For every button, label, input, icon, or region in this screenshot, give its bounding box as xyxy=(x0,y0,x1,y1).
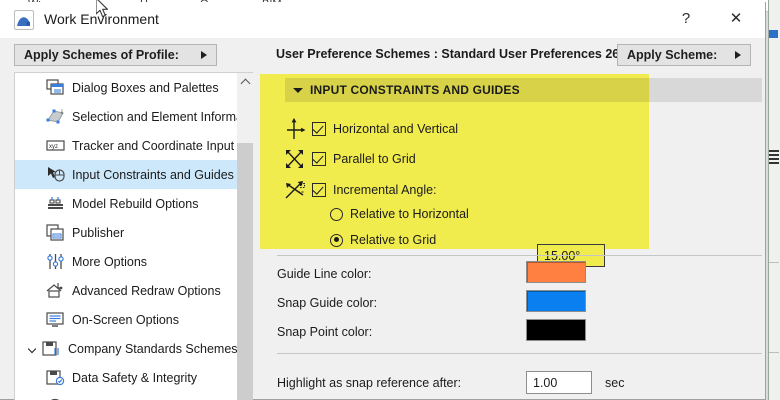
radio-label: Relative to Horizontal xyxy=(350,207,469,221)
user-preference-schemes-label: User Preference Schemes : Standard User … xyxy=(276,47,620,61)
sidebar-item-advanced-redraw-options[interactable]: Advanced Redraw Options xyxy=(15,276,238,305)
help-button[interactable]: ? xyxy=(681,9,691,27)
radio-relative-to-horizontal[interactable]: Relative to Horizontal xyxy=(330,207,469,221)
chevron-down-icon xyxy=(27,344,37,353)
swatch-snap-guide-color[interactable] xyxy=(526,290,586,312)
highlight-unit-label: sec xyxy=(605,376,625,390)
on-screen-options-icon xyxy=(45,311,65,329)
radio-label: Relative to Grid xyxy=(350,233,437,247)
label-highlight-snap-reference: Highlight as snap reference after: xyxy=(277,376,462,390)
sidebar-item-label: Advanced Redraw Options xyxy=(72,283,221,298)
divider-bottom xyxy=(277,353,762,354)
dialog-toolbar: Apply Schemes of Profile: User Preferenc… xyxy=(0,38,765,72)
axis-crosshair-icon xyxy=(282,116,308,142)
divider-top xyxy=(277,255,762,256)
option-horizontal-and-vertical[interactable]: Horizontal and Vertical xyxy=(282,116,458,142)
sidebar-item-label: Selection and Element Informatic xyxy=(72,109,238,124)
input-constraints-highlight-panel: INPUT CONSTRAINTS AND GUIDES xyxy=(260,74,649,267)
section-title: INPUT CONSTRAINTS AND GUIDES xyxy=(310,83,520,97)
background-blue-marker xyxy=(769,30,778,38)
scroll-up-arrow-icon[interactable] xyxy=(237,73,253,90)
label-snap-point-color: Snap Point color: xyxy=(277,325,373,339)
dialog-boxes-icon xyxy=(45,79,65,97)
publisher-icon xyxy=(45,224,65,242)
radio-relative-to-grid[interactable]: Relative to Grid xyxy=(330,233,436,247)
sidebar-item-label: Model Rebuild Options xyxy=(72,196,199,211)
sidebar-item-network-and-update[interactable]: Network and Update xyxy=(15,392,238,400)
background-tick-1 xyxy=(769,262,779,263)
background-tick-2 xyxy=(769,352,779,353)
apply-scheme-dropdown[interactable]: Apply Scheme: xyxy=(617,44,751,66)
checkbox-parallel-to-grid[interactable] xyxy=(312,152,326,166)
data-safety-icon xyxy=(45,369,65,387)
background-right-panel xyxy=(768,0,780,400)
chevron-right-icon xyxy=(735,51,741,59)
model-rebuild-icon xyxy=(45,195,65,213)
option-label: Incremental Angle: xyxy=(333,183,437,197)
apply-scheme-label: Apply Scheme: xyxy=(627,48,718,62)
dialog-titlebar: Work Environment ? ✕ xyxy=(0,2,765,38)
background-line-marks xyxy=(769,150,779,172)
dialog-title: Work Environment xyxy=(44,11,159,27)
sidebar-scrollbar[interactable] xyxy=(237,72,253,400)
settings-sidebar[interactable]: Dialog Boxes and Palettes i Selection an… xyxy=(14,72,238,400)
sidebar-item-label: Tracker and Coordinate Input xyxy=(72,138,235,153)
archicad-app-icon xyxy=(14,10,34,30)
radio-button[interactable] xyxy=(330,207,343,221)
more-options-icon xyxy=(45,253,65,271)
sidebar-group-company-standards-schemes[interactable]: Company Standards Schemes xyxy=(15,334,238,363)
incremental-angle-icon xyxy=(282,177,308,203)
settings-content-pane: INPUT CONSTRAINTS AND GUIDES xyxy=(255,72,762,400)
scrollbar-thumb[interactable] xyxy=(237,143,253,400)
svg-text:i: i xyxy=(61,108,63,116)
mouse-cursor xyxy=(95,0,112,27)
checkbox-incremental-angle[interactable] xyxy=(312,183,326,197)
swatch-snap-point-color[interactable] xyxy=(526,319,586,341)
option-label: Horizontal and Vertical xyxy=(333,122,459,136)
apply-schemes-of-profile-dropdown[interactable]: Apply Schemes of Profile: xyxy=(14,44,217,66)
chevron-right-icon xyxy=(201,51,207,59)
close-button[interactable]: ✕ xyxy=(729,10,743,27)
parallel-grid-icon xyxy=(282,146,308,172)
sidebar-group-label: Company Standards Schemes xyxy=(68,341,238,356)
sidebar-item-label: Input Constraints and Guides xyxy=(72,167,234,182)
sidebar-item-label: Data Safety & Integrity xyxy=(72,370,198,385)
option-parallel-to-grid[interactable]: Parallel to Grid xyxy=(282,146,416,172)
sidebar-item-label: More Options xyxy=(72,254,148,269)
label-snap-guide-color: Snap Guide color: xyxy=(277,296,378,310)
sidebar-item-input-constraints-and-guides[interactable]: Input Constraints and Guides xyxy=(15,160,238,189)
sidebar-item-more-options[interactable]: More Options xyxy=(15,247,238,276)
option-label: Parallel to Grid xyxy=(333,152,416,166)
sidebar-item-model-rebuild-options[interactable]: Model Rebuild Options xyxy=(15,189,238,218)
company-standards-icon xyxy=(41,340,61,358)
sidebar-item-tracker-and-coordinate-input[interactable]: xyz Tracker and Coordinate Input xyxy=(15,131,238,160)
work-environment-dialog: Work Environment ? ✕ Apply Schemes of Pr… xyxy=(0,2,766,400)
sidebar-item-data-safety-and-integrity[interactable]: Data Safety & Integrity xyxy=(15,363,238,392)
sidebar-item-label: Dialog Boxes and Palettes xyxy=(72,80,219,95)
sidebar-item-selection-and-element-information[interactable]: i Selection and Element Informatic xyxy=(15,102,238,131)
section-header-highlight xyxy=(285,78,649,102)
label-guide-line-color: Guide Line color: xyxy=(277,267,372,281)
svg-text:xyz: xyz xyxy=(49,144,58,150)
swatch-guide-line-color[interactable] xyxy=(526,261,586,283)
sidebar-item-publisher[interactable]: Publisher xyxy=(15,218,238,247)
option-incremental-angle[interactable]: Incremental Angle: xyxy=(282,177,437,203)
tracker-xyz-icon: xyz xyxy=(45,137,65,155)
sidebar-item-label: Publisher xyxy=(72,225,125,240)
chevron-down-icon[interactable] xyxy=(293,88,303,93)
selection-element-icon: i xyxy=(45,108,65,126)
sidebar-item-on-screen-options[interactable]: On-Screen Options xyxy=(15,305,238,334)
checkbox-horizontal-and-vertical[interactable] xyxy=(312,122,326,136)
dialog-body: Dialog Boxes and Palettes i Selection an… xyxy=(0,72,765,400)
highlight-snap-reference-input[interactable]: 1.00 xyxy=(526,371,592,394)
sidebar-item-dialog-boxes-and-palettes[interactable]: Dialog Boxes and Palettes xyxy=(15,73,238,102)
sidebar-item-label: On-Screen Options xyxy=(72,312,179,327)
input-constraints-icon xyxy=(45,166,65,184)
radio-button[interactable] xyxy=(330,233,343,247)
apply-schemes-of-profile-label: Apply Schemes of Profile: xyxy=(24,48,179,62)
advanced-redraw-icon xyxy=(45,282,65,300)
